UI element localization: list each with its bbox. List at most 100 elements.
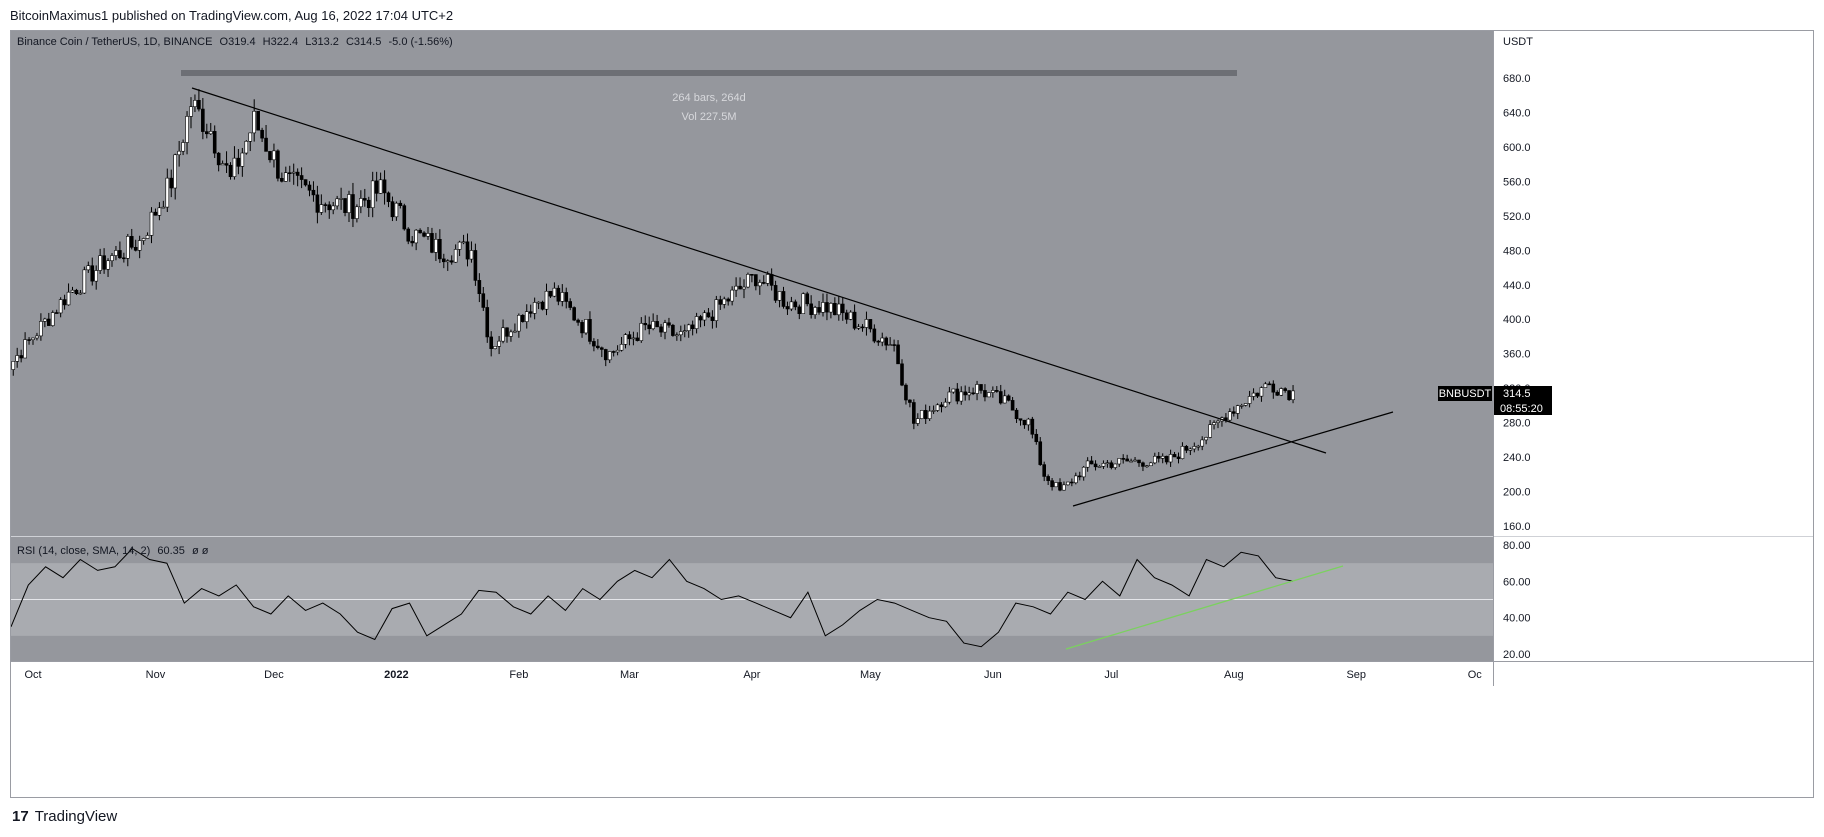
candle-body (1192, 446, 1197, 450)
rsi-tick-label: 80.00 (1503, 540, 1531, 552)
descending-trendline[interactable] (191, 87, 1327, 454)
candle-body (181, 142, 185, 152)
candle-body (224, 163, 229, 166)
candle-body (1109, 462, 1114, 468)
candle-body (1149, 462, 1153, 467)
candle-body (212, 131, 217, 154)
candle-body (864, 319, 869, 328)
candle-body (1038, 441, 1043, 465)
candle-body (208, 131, 213, 135)
candle-body (122, 257, 126, 260)
ascending-support-line[interactable] (1072, 411, 1394, 507)
legend-open-label: O (220, 36, 229, 48)
candle-body (959, 391, 964, 402)
price-tag-countdown: 08:55:20 (1500, 403, 1543, 415)
candle-body (1204, 437, 1208, 441)
candle-body (884, 337, 889, 346)
candle-body (1018, 418, 1023, 421)
published-header: BitcoinMaximus1 published on TradingView… (10, 8, 454, 23)
candle-body (1105, 462, 1110, 465)
candle-body (1271, 383, 1276, 393)
candle-body (201, 108, 205, 132)
candle-body (295, 171, 300, 176)
measure-range-bar[interactable] (181, 70, 1237, 76)
candle-body (58, 299, 63, 314)
candle-body (1050, 480, 1054, 488)
candle-body (501, 327, 505, 342)
candle-body (1200, 439, 1204, 447)
candle-body (971, 392, 975, 395)
candle-body (801, 293, 806, 314)
time-tick-label: Oc (1468, 669, 1483, 681)
time-tick-label: Sep (1346, 669, 1366, 681)
candle-body (39, 321, 43, 337)
candle-body (868, 319, 873, 330)
candle-body (836, 303, 841, 316)
candle-body (777, 291, 782, 301)
svg-text:Binance Coin / TetherUS, 1D, B: Binance Coin / TetherUS, 1D, BINANCE O31… (17, 36, 453, 48)
candle-body (615, 349, 620, 353)
candle-body (473, 250, 478, 281)
candle-body (1101, 462, 1106, 467)
candle-body (299, 175, 304, 180)
chart-frame[interactable]: USDT 160.0200.0240.0280.0320.0360.0400.0… (10, 30, 1814, 798)
candle-body (1196, 445, 1201, 448)
candle-body (78, 292, 83, 295)
candle-body (398, 202, 403, 206)
candle-body (1247, 396, 1252, 404)
candle-body (323, 204, 328, 206)
candle-body (1156, 455, 1161, 459)
candle-body (386, 192, 391, 202)
candle-body (434, 239, 438, 253)
candle-body (260, 129, 264, 139)
price-tick-label: 560.0 (1503, 176, 1531, 188)
candle-body (1291, 390, 1295, 401)
candle-body (1074, 475, 1078, 484)
candle-body (730, 289, 734, 302)
candle-body (1093, 463, 1098, 468)
legend-high-value: 322.4 (271, 36, 299, 48)
tradingview-logo-icon[interactable]: 17 (12, 808, 29, 825)
candle-body (572, 307, 576, 321)
candle-body (110, 255, 114, 262)
candle-body (303, 179, 308, 186)
candle-body (149, 211, 154, 236)
candle-body (98, 255, 102, 271)
rsi-extra: ø ø (192, 545, 209, 557)
candle-body (1172, 454, 1177, 458)
candle-body (1129, 460, 1133, 463)
candle-body (1239, 405, 1244, 407)
candle-body (1034, 433, 1039, 443)
legend-low-label: L (305, 36, 311, 48)
candle-body (1275, 391, 1280, 396)
candle-body (797, 306, 802, 314)
candle-body (647, 324, 652, 330)
candle-body (359, 198, 363, 208)
candle-body (627, 334, 632, 340)
candle-body (19, 355, 23, 359)
candle-body (915, 418, 920, 424)
candle-body (580, 322, 584, 334)
candle-body (643, 322, 648, 326)
candle-body (655, 321, 659, 328)
candle-body (833, 303, 837, 316)
candle-body (513, 330, 517, 333)
footer-brand[interactable]: TradingView (34, 808, 118, 825)
chart-canvas[interactable]: USDT 160.0200.0240.0280.0320.0360.0400.0… (11, 31, 1813, 797)
candle-body (765, 274, 770, 284)
candle-body (987, 392, 991, 398)
candle-body (465, 241, 470, 260)
candle-body (1010, 400, 1015, 411)
candle-body (1160, 455, 1165, 459)
candle-body (682, 330, 687, 332)
candle-body (750, 274, 754, 276)
candle-body (1133, 459, 1137, 462)
candle-body (706, 312, 711, 318)
candle-body (1283, 388, 1287, 391)
time-tick-label: Dec (264, 669, 284, 681)
candle-body (157, 207, 162, 216)
candle-body (892, 344, 896, 346)
last-price-tag[interactable]: BNBUSDT 314.5 08:55:20 (1438, 386, 1552, 415)
rsi-trendline[interactable] (1065, 565, 1344, 650)
candle-body (129, 236, 134, 248)
